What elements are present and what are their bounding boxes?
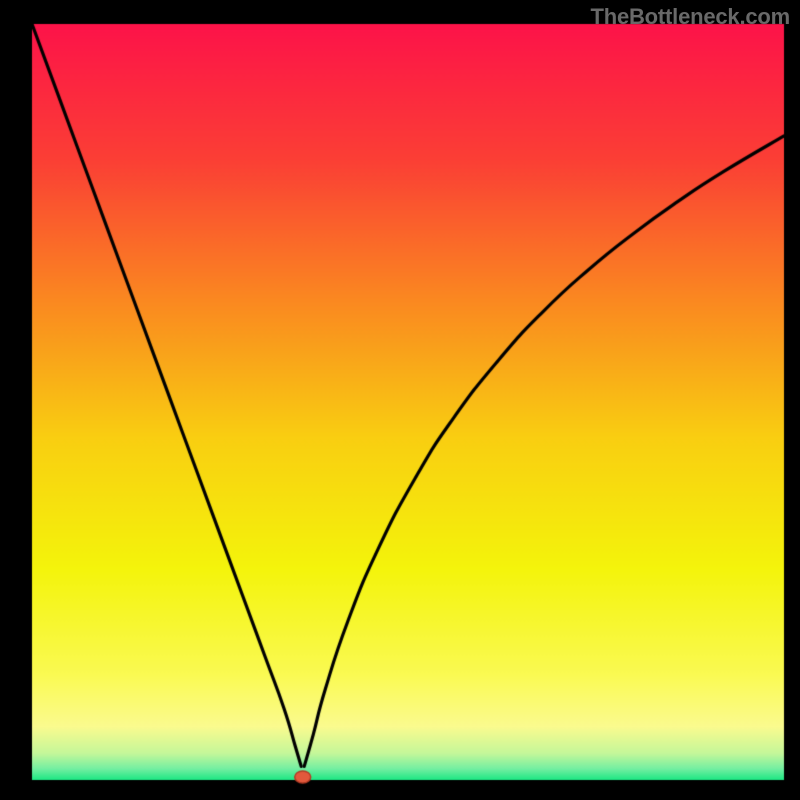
bottleneck-chart	[0, 0, 800, 800]
watermark-text: TheBottleneck.com	[590, 4, 790, 30]
